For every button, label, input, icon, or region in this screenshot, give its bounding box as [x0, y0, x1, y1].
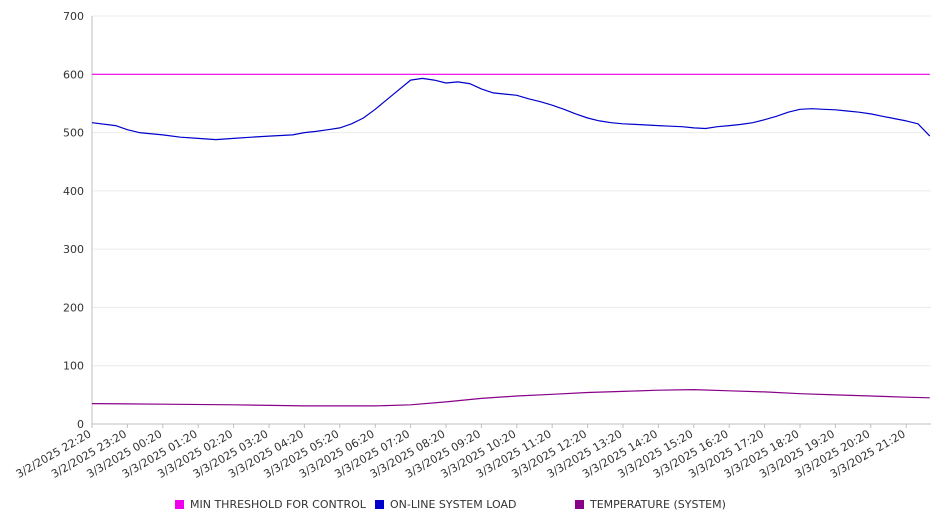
y-tick-label-500: 500 [63, 127, 84, 140]
legend-item-system-load[interactable]: ON-LINE SYSTEM LOAD [375, 498, 516, 511]
legend-label-min-threshold: MIN THRESHOLD FOR CONTROL [190, 498, 366, 511]
y-tick-label-0: 0 [77, 418, 84, 431]
legend-swatch-system-load [375, 500, 384, 509]
y-tick-label-300: 300 [63, 243, 84, 256]
legend-item-temperature[interactable]: TEMPERATURE (SYSTEM) [575, 498, 726, 511]
legend-item-min-threshold[interactable]: MIN THRESHOLD FOR CONTROL [175, 498, 366, 511]
series-line-system-load [91, 77, 931, 141]
legend: MIN THRESHOLD FOR CONTROL ON-LINE SYSTEM… [0, 498, 946, 516]
y-tick-label-400: 400 [63, 185, 84, 198]
legend-swatch-min-threshold [175, 500, 184, 509]
legend-swatch-temperature [575, 500, 584, 509]
y-tick-label-200: 200 [63, 301, 84, 314]
y-tick-label-100: 100 [63, 360, 84, 373]
series-line-temperature [91, 389, 930, 407]
legend-label-system-load: ON-LINE SYSTEM LOAD [390, 498, 517, 511]
legend-label-temperature: TEMPERATURE (SYSTEM) [590, 498, 726, 511]
y-tick-label-700: 700 [63, 10, 84, 23]
y-tick-label-600: 600 [63, 68, 84, 81]
